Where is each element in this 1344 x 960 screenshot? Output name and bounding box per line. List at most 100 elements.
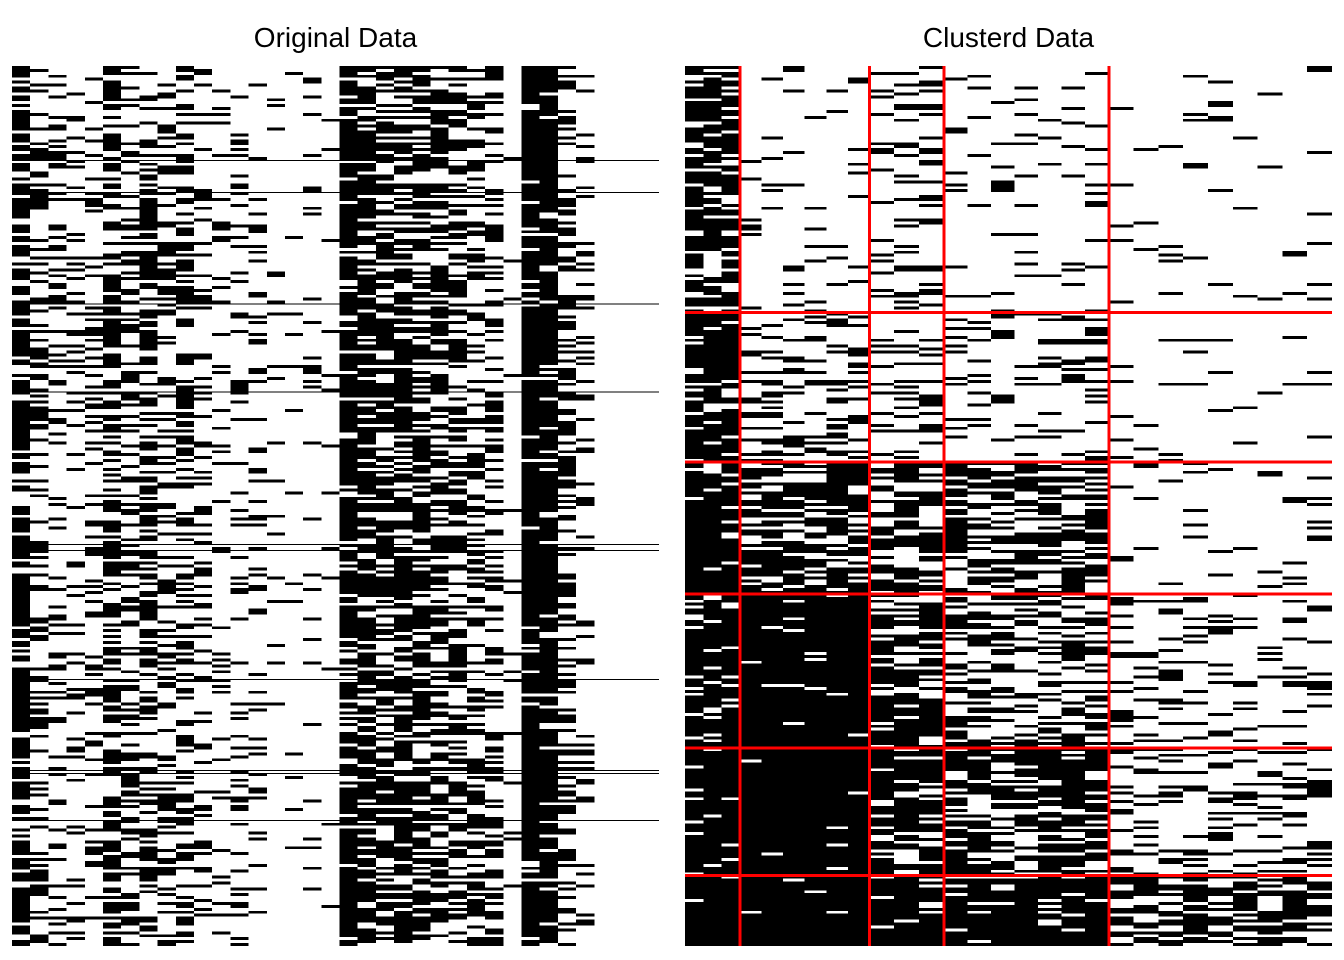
heatmap-cell: [1085, 456, 1109, 460]
heatmap-cell: [102, 925, 122, 929]
heatmap-cell: [919, 426, 944, 430]
heatmap-cell: [321, 148, 467, 152]
heatmap-cell: [84, 896, 140, 900]
heatmap-cell: [703, 777, 722, 780]
heatmap-cell: [12, 916, 158, 920]
heatmap-row-line: [12, 679, 659, 681]
heatmap-cell: [521, 770, 558, 773]
heatmap-cell: [967, 637, 991, 641]
heatmap-cell: [1014, 623, 1039, 626]
heatmap-cell: [761, 660, 784, 664]
heatmap-cell: [1282, 250, 1308, 254]
heatmap-cell: [339, 767, 376, 770]
heatmap-cell: [847, 858, 870, 862]
heatmap-cell: [339, 866, 358, 870]
heatmap-cell: [394, 734, 431, 738]
heatmap-cell: [894, 362, 919, 366]
heatmap-cell: [485, 356, 504, 360]
heatmap-cell: [943, 547, 968, 550]
heatmap-cell: [783, 541, 805, 545]
heatmap-cell: [826, 669, 848, 673]
heatmap-cell: [685, 503, 704, 506]
heatmap-cell: [894, 385, 919, 389]
heatmap-cell: [339, 74, 431, 78]
heatmap-cell: [230, 734, 249, 738]
heatmap-cell: [703, 426, 722, 430]
heatmap-cell: [685, 535, 704, 539]
heatmap-cell: [721, 701, 740, 705]
heatmap-cell: [102, 253, 213, 257]
heatmap-cell: [430, 635, 467, 638]
heatmap-cell: [740, 852, 762, 856]
heatmap-cell: [12, 523, 31, 527]
heatmap-cell: [1108, 718, 1134, 722]
heatmap-cell: [1108, 716, 1134, 719]
heatmap-cell: [894, 265, 919, 269]
heatmap-cell: [84, 154, 103, 157]
heatmap-cell: [847, 739, 870, 743]
heatmap-cell: [685, 573, 704, 577]
heatmap-cell: [1038, 858, 1062, 862]
heatmap-cell: [721, 511, 740, 515]
heatmap-cell: [685, 742, 704, 746]
heatmap-cell: [869, 168, 895, 172]
heatmap-cell: [1038, 774, 1062, 777]
heatmap-cell: [521, 623, 595, 627]
heatmap-cell: [685, 768, 704, 772]
heatmap-cell: [761, 791, 784, 795]
heatmap-cell: [826, 753, 848, 757]
heatmap-cell: [102, 588, 122, 592]
heatmap-cell: [847, 727, 870, 731]
heatmap-cell: [303, 638, 322, 641]
heatmap-cell: [919, 303, 944, 307]
heatmap-cell: [1307, 212, 1332, 216]
heatmap-cell: [1085, 753, 1109, 757]
heatmap-cell: [740, 829, 762, 833]
heatmap-cell: [12, 124, 31, 128]
heatmap-cell: [703, 550, 722, 553]
heatmap-cell: [847, 470, 870, 474]
heatmap-cell: [1038, 826, 1062, 830]
heatmap-cell: [804, 206, 827, 210]
heatmap-row-line: [12, 391, 659, 393]
heatmap-cell: [847, 379, 870, 383]
heatmap-cell: [783, 829, 805, 833]
heatmap-cell: [1207, 283, 1233, 286]
heatmap-cell: [685, 303, 704, 307]
heatmap-cell: [869, 625, 895, 629]
heatmap-cell: [1282, 797, 1308, 801]
heatmap-cell: [139, 233, 158, 237]
heatmap-cell: [826, 350, 848, 354]
heatmap-cell: [84, 356, 122, 360]
heatmap-cell: [1014, 453, 1039, 457]
heatmap-cell: [919, 611, 944, 615]
heatmap-cell: [826, 704, 848, 708]
heatmap-cell: [1183, 788, 1208, 792]
heatmap-cell: [521, 224, 558, 228]
heatmap-cell: [339, 86, 376, 90]
heatmap-cell: [12, 432, 31, 436]
heatmap-cell: [1085, 823, 1109, 827]
heatmap-cell: [1038, 544, 1062, 548]
heatmap-cell: [1085, 646, 1109, 650]
heatmap-cell: [1014, 112, 1039, 116]
heatmap-cell: [990, 332, 1015, 336]
heatmap-cell: [1133, 547, 1159, 550]
heatmap-cell: [12, 547, 49, 550]
heatmap-cell: [466, 819, 504, 823]
heatmap-cell: [721, 631, 740, 635]
heatmap-cell: [521, 397, 540, 401]
heatmap-cell: [1133, 733, 1159, 737]
heatmap-cell: [30, 297, 67, 301]
heatmap-cell: [685, 318, 704, 322]
heatmap-cell: [783, 183, 805, 187]
heatmap-cell: [339, 145, 413, 149]
heatmap-cell: [1108, 558, 1134, 562]
heatmap-cell: [826, 852, 848, 856]
heatmap-cell: [740, 643, 762, 647]
heatmap-cell: [721, 447, 740, 451]
heatmap-cell: [967, 788, 991, 792]
heatmap-cell: [394, 667, 413, 671]
heatmap-cell: [430, 409, 467, 413]
heatmap-cell: [102, 294, 122, 298]
